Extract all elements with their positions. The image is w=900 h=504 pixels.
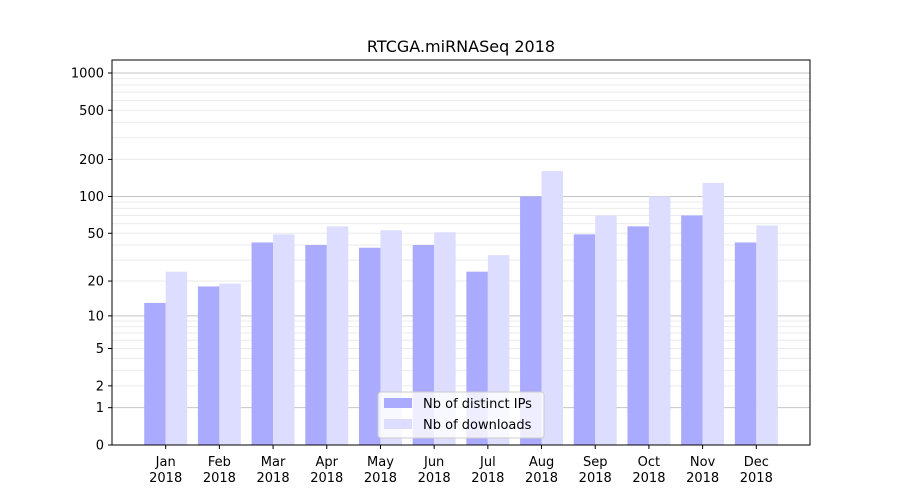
y-tick-label: 20 [87, 275, 104, 290]
bar-downloads [380, 230, 402, 445]
bar-distinct-ips [734, 242, 757, 445]
bar-downloads [541, 171, 564, 445]
x-tick-label: Dec 2018 [740, 455, 773, 486]
legend-box [377, 391, 545, 439]
y-tick-label: 500 [79, 104, 104, 119]
bar-distinct-ips [520, 196, 542, 445]
chart-title: RTCGA.miRNASeq 2018 [367, 37, 555, 56]
bar-distinct-ips [144, 302, 166, 445]
legend-label: Nb of downloads [423, 418, 532, 433]
x-tick-label: Nov 2018 [686, 455, 719, 486]
y-tick-label: 100 [79, 190, 104, 205]
bar-distinct-ips [251, 242, 274, 445]
x-tick-label: Mar 2018 [257, 455, 290, 486]
x-tick-label: Oct 2018 [632, 455, 665, 486]
x-tick-label: Feb 2018 [203, 455, 236, 486]
legend-swatch [384, 419, 412, 429]
legend-swatch [384, 398, 412, 408]
x-tick-label: Jan 2018 [149, 455, 182, 486]
y-tick-label: 50 [87, 227, 104, 242]
bar-downloads [219, 283, 241, 445]
y-tick-label: 1 [96, 401, 104, 416]
x-tick-label: Jun 2018 [418, 455, 451, 486]
legend-label: Nb of distinct IPs [423, 397, 532, 412]
bar-distinct-ips [681, 215, 703, 445]
bar-distinct-ips [197, 286, 220, 445]
bar-downloads [595, 215, 617, 445]
x-tick-label: Aug 2018 [525, 455, 558, 486]
legend: Nb of distinct IPs Nb of downloads [377, 391, 545, 439]
plot-frame [111, 59, 811, 446]
bar-distinct-ips [305, 245, 327, 445]
x-tick-label: Apr 2018 [310, 455, 343, 486]
x-tick-label: Sep 2018 [579, 455, 612, 486]
y-tick-label: 200 [79, 153, 104, 168]
x-tick-label: May 2018 [364, 455, 397, 486]
y-tick-label: 10 [87, 309, 104, 324]
bar-downloads [648, 196, 671, 445]
y-tick-label: 0 [96, 439, 104, 454]
y-tick-label: 2 [96, 379, 104, 394]
y-tick-label: 1000 [71, 66, 104, 81]
bar-downloads [273, 234, 295, 445]
y-tick-label: 5 [96, 342, 104, 357]
bar-distinct-ips [627, 226, 649, 445]
bar-downloads [165, 271, 188, 445]
x-tick-label: Jul 2018 [471, 455, 504, 486]
bar-downloads [756, 225, 778, 445]
bar-downloads [702, 182, 725, 446]
bar-distinct-ips [358, 247, 381, 445]
bar-distinct-ips [573, 234, 596, 445]
bar-downloads [326, 226, 349, 445]
